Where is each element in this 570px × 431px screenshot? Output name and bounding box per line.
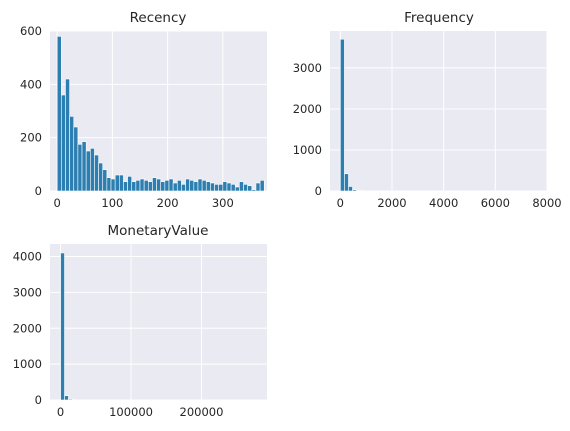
recency-bar [255, 182, 261, 192]
frequency-y-tick-label: 2000 [293, 102, 322, 116]
frequency-y-tick-label: 1000 [293, 143, 322, 157]
frequency-bar [356, 190, 361, 192]
recency-panel: Recency 0 100 200 300 0 200 400 600 [20, 10, 267, 210]
recency-bar [69, 116, 75, 192]
recency-bar [106, 177, 112, 192]
recency-bar [181, 184, 186, 192]
frequency-bar [344, 173, 349, 192]
recency-bar [56, 36, 62, 192]
recency-x-tick-label: 200 [157, 196, 179, 210]
recency-bar [90, 148, 95, 192]
recency-bar [230, 184, 236, 192]
recency-bar [172, 182, 178, 192]
recency-bar [94, 154, 99, 192]
recency-bar [85, 150, 91, 192]
recency-bar [123, 181, 128, 192]
recency-bar [226, 182, 232, 192]
frequency-x-tick-label: 8000 [532, 196, 561, 210]
recency-bar [185, 178, 190, 192]
recency-x-tick-label: 0 [54, 196, 61, 210]
monetaryvalue-bar [64, 395, 69, 401]
frequency-panel: Frequency 0 2000 4000 6000 8000 0 1000 2000 3000 [293, 10, 562, 210]
recency-bar [222, 181, 228, 192]
recency-bar [168, 178, 174, 192]
monetaryvalue-y-tick-label: 4000 [13, 250, 42, 264]
frequency-plot-area [330, 31, 547, 191]
recency-bar [214, 184, 219, 192]
recency-bar [193, 181, 199, 192]
recency-bar [98, 162, 104, 192]
recency-bar [189, 180, 195, 192]
recency-x-tick-label: 100 [101, 196, 123, 210]
recency-x-tick-label: 300 [212, 196, 234, 210]
frequency-x-tick-label: 2000 [377, 196, 406, 210]
monetaryvalue-y-tick-label: 3000 [13, 285, 42, 299]
recency-bar [61, 94, 66, 192]
monetaryvalue-bar [68, 398, 73, 401]
recency-bar [201, 180, 207, 192]
recency-bar [234, 186, 240, 192]
recency-bar [251, 189, 257, 192]
recency-bar [247, 185, 253, 192]
recency-bar [135, 180, 141, 192]
frequency-x-tick-label: 0 [337, 196, 344, 210]
monetaryvalue-x-tick-label: 0 [57, 405, 64, 419]
recency-bar [205, 181, 211, 192]
monetaryvalue-bar [60, 252, 65, 401]
frequency-y-tick-label: 3000 [293, 61, 322, 75]
monetaryvalue-x-tick-label: 200000 [180, 405, 224, 419]
recency-bar [81, 141, 87, 192]
monetaryvalue-y-tick-label: 1000 [13, 357, 42, 371]
frequency-x-tick-label: 6000 [481, 196, 510, 210]
recency-bar [152, 177, 157, 192]
recency-bar [147, 181, 153, 192]
recency-bar [176, 180, 182, 192]
monetaryvalue-title: MonetaryValue [108, 223, 209, 239]
monetaryvalue-y-tick-label: 0 [35, 393, 42, 407]
monetaryvalue-x-tick-label: 100000 [109, 405, 153, 419]
frequency-y-tick-label: 0 [315, 184, 322, 198]
recency-bar [77, 144, 83, 192]
recency-bar [73, 126, 79, 192]
recency-bar [243, 184, 248, 192]
recency-bar [114, 174, 120, 192]
recency-bar [118, 174, 124, 192]
frequency-title: Frequency [404, 10, 474, 26]
recency-bar [239, 181, 244, 192]
recency-bar [110, 178, 116, 192]
recency-title: Recency [130, 10, 187, 26]
recency-bar [65, 78, 70, 192]
recency-y-tick-label: 0 [35, 184, 42, 198]
recency-bar [143, 180, 149, 192]
recency-y-tick-label: 400 [20, 77, 42, 91]
recency-bar [259, 180, 265, 192]
recency-bar [131, 181, 137, 192]
recency-bar [210, 182, 215, 192]
recency-bar [160, 181, 166, 192]
frequency-bar [340, 38, 345, 192]
recency-bar [127, 176, 133, 192]
recency-bar [164, 180, 170, 192]
monetaryvalue-panel: MonetaryValue 0 100000 200000 0 1000 2000 3000… [13, 223, 267, 419]
frequency-x-tick-label: 4000 [429, 196, 458, 210]
recency-bar [139, 178, 145, 192]
recency-y-tick-label: 200 [20, 131, 42, 145]
frequency-bar [348, 186, 353, 192]
monetaryvalue-y-tick-label: 2000 [13, 321, 42, 335]
recency-bar [197, 178, 203, 192]
frequency-bar [352, 189, 357, 192]
recency-bar [102, 169, 108, 192]
recency-bar [156, 178, 162, 192]
monetaryvalue-plot-area [50, 244, 267, 400]
recency-y-tick-label: 600 [20, 24, 42, 38]
recency-bar [218, 184, 224, 192]
